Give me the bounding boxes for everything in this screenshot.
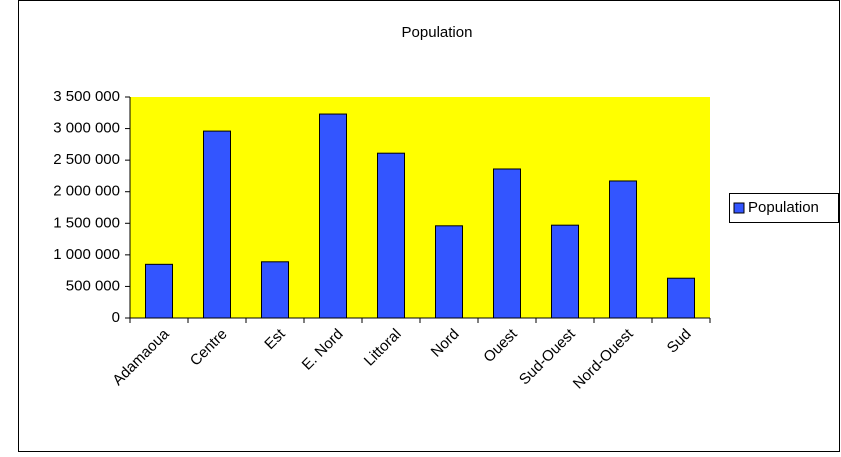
- bar: [319, 113, 347, 319]
- bar: [261, 261, 289, 319]
- bar: [203, 130, 231, 319]
- legend-label: Population: [748, 199, 819, 216]
- legend-swatch: [733, 202, 745, 214]
- chart-title: Population: [402, 24, 473, 41]
- y-tick-label: 500 000: [66, 277, 120, 294]
- bar: [377, 152, 405, 319]
- y-tick-label: 1 000 000: [53, 246, 120, 263]
- bar: [493, 168, 521, 319]
- y-tick-label: 3 500 000: [53, 88, 120, 105]
- bar: [667, 277, 695, 319]
- y-tick-label: 2 500 000: [53, 151, 120, 168]
- bar: [609, 180, 637, 319]
- y-tick-label: 3 000 000: [53, 120, 120, 137]
- y-tick-label: 0: [112, 309, 120, 326]
- legend-box: [729, 193, 839, 223]
- bar: [435, 225, 463, 319]
- bar: [551, 224, 579, 319]
- bar: [145, 263, 173, 319]
- y-tick-label: 1 500 000: [53, 214, 120, 231]
- y-tick-label: 2 000 000: [53, 183, 120, 200]
